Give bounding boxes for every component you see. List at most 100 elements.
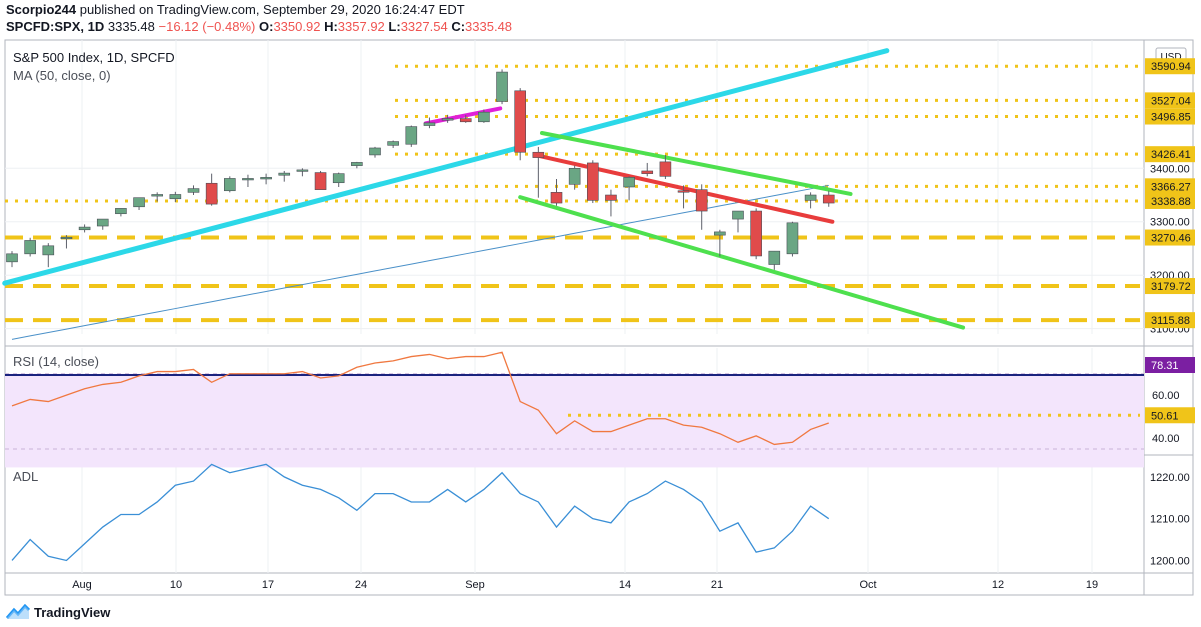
candle-down [459, 118, 472, 123]
candle-up [351, 162, 363, 166]
low-label: L: [388, 19, 401, 34]
candle-up [224, 178, 236, 192]
ma-indicator-label: MA (50, close, 0) [13, 68, 111, 83]
candle-down [532, 151, 545, 158]
level-price-tag [1145, 108, 1195, 125]
candle-up [151, 194, 163, 197]
level-price-tag [1145, 229, 1195, 246]
magenta-trendline [423, 106, 503, 126]
level-price-tag [1145, 92, 1195, 109]
rsi-tick-label: 60.00 [1152, 390, 1180, 402]
adl-pane-title: ADL [13, 469, 38, 484]
candle-down [659, 161, 672, 177]
ma-50-line [11, 184, 829, 340]
level-price-tag [1145, 312, 1195, 329]
candle-up [24, 240, 36, 255]
symbol-line: SPCFD:SPX, 1D 3335.48 −16.12 (−0.48%) O:… [6, 19, 512, 34]
level-price-label: 3179.72 [1151, 281, 1191, 293]
candle-up [242, 178, 254, 181]
rsi-line [11, 351, 829, 446]
chart-frame [4, 39, 1194, 596]
level-price-label: 3366.27 [1151, 181, 1191, 193]
candle-up [714, 231, 726, 236]
time-tick-label: Oct [859, 579, 876, 591]
candle-down [695, 189, 708, 212]
level-price-label: 3590.94 [1151, 61, 1191, 73]
adl-tick-label: 1220.00 [1150, 472, 1190, 484]
rsi-last-label: 78.31 [1151, 360, 1179, 372]
tradingview-footer[interactable]: TradingView [6, 604, 110, 620]
candle-up [332, 173, 345, 184]
green-channel-upper [539, 131, 853, 196]
time-tick-label: Sep [465, 579, 485, 591]
level-price-tag [1145, 178, 1195, 195]
close-value: 3335.48 [465, 19, 513, 34]
rsi-level-tag [1145, 407, 1195, 424]
time-tick-label: 19 [1086, 579, 1098, 591]
rsi-tick-label: 40.00 [1152, 433, 1180, 445]
main-pane-title: S&P 500 Index, 1D, SPCFD [13, 50, 175, 65]
candle-up [405, 126, 418, 145]
candle-up [478, 111, 490, 123]
candle-up [732, 210, 744, 220]
time-tick-label: 24 [355, 579, 367, 591]
candle-down [550, 192, 563, 204]
green-channel-lower [518, 195, 966, 330]
candle-down [586, 162, 599, 201]
rsi-pane-title: RSI (14, close) [13, 354, 99, 369]
open-label: O: [258, 19, 274, 34]
currency-label: USD [1160, 52, 1181, 63]
price-change: −16.12 (−0.48%) [158, 19, 256, 34]
candle-up [115, 208, 127, 215]
candle-up [278, 172, 291, 176]
candle-up [441, 118, 454, 121]
candle-up [78, 226, 91, 231]
published-text: published on TradingView.com, September … [79, 2, 465, 17]
candle-up [623, 177, 635, 188]
publish-line: Scorpio244 published on TradingView.com,… [6, 2, 465, 17]
symbol-label[interactable]: SPCFD:SPX, 1D [6, 19, 105, 34]
adl-tick-label: 1210.00 [1150, 514, 1190, 526]
cyan-trendline [2, 48, 890, 286]
level-price-label: 3527.04 [1151, 95, 1191, 107]
time-tick-label: 17 [262, 579, 274, 591]
candle-down [514, 90, 527, 153]
candle-up [96, 218, 109, 227]
high-label: H: [324, 19, 338, 34]
time-tick-label: 10 [170, 579, 182, 591]
candle-up [260, 177, 272, 180]
candle-down [205, 182, 218, 205]
candle-up [60, 236, 73, 240]
rsi-last-tag [1145, 357, 1195, 373]
candle-up [568, 167, 581, 185]
price-tick-label: 3400.00 [1150, 163, 1190, 175]
candle-down [641, 170, 654, 174]
level-price-label: 3338.88 [1151, 196, 1191, 208]
level-price-tag [1145, 278, 1195, 295]
candle-up [804, 194, 817, 201]
level-price-label: 3426.41 [1151, 149, 1191, 161]
candle-up [169, 194, 182, 200]
candle-up [187, 188, 200, 193]
adl-line [11, 463, 830, 562]
time-tick-label: 14 [619, 579, 631, 591]
level-price-tag [1145, 146, 1195, 163]
candle-up [786, 222, 799, 255]
candle-down [822, 194, 835, 204]
price-tick-label: 3300.00 [1150, 217, 1190, 229]
level-price-label: 3115.88 [1151, 315, 1190, 327]
tradingview-brand: TradingView [34, 604, 111, 620]
candle-down [605, 194, 617, 201]
candle-up [42, 245, 55, 256]
tradingview-logo-icon [6, 604, 30, 619]
level-price-tag [1145, 192, 1195, 209]
rsi-level-label: 50.61 [1151, 410, 1179, 422]
time-tick-label: 21 [711, 579, 723, 591]
candle-up [768, 250, 781, 265]
level-price-tag [1145, 58, 1195, 75]
high-value: 3357.92 [337, 19, 385, 34]
last-price: 3335.48 [107, 19, 155, 34]
level-price-label: 3496.85 [1151, 112, 1191, 124]
author-name[interactable]: Scorpio244 [6, 2, 77, 17]
